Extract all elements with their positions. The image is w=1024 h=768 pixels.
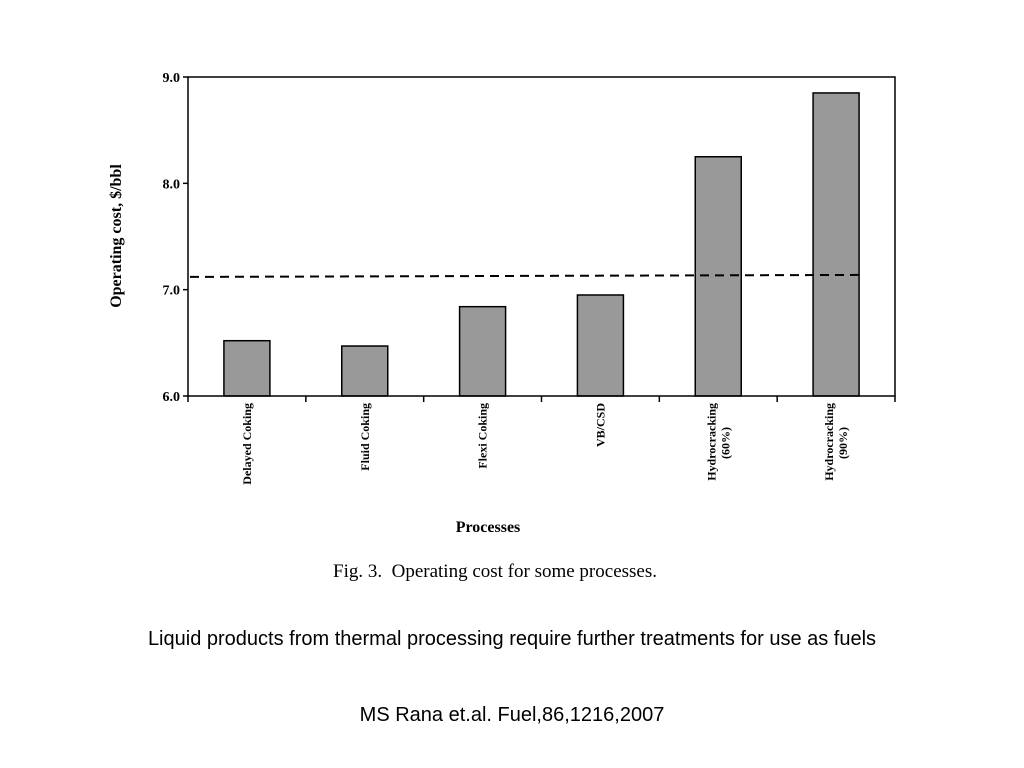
y-tick-label: 6.0	[163, 390, 181, 405]
category-label-2: Fluid Coking	[358, 403, 372, 471]
bar-3	[458, 305, 507, 397]
category-label-3: Flexi Coking	[476, 403, 490, 469]
plot-frame	[187, 76, 896, 397]
slide-subtitle: Liquid products from thermal processing …	[147, 628, 877, 650]
bar-6	[812, 92, 860, 397]
bar-chart: 6.0 7.0 8.0 9.0 Delayed Coking Fluid Coking F…	[108, 71, 896, 582]
category-label-6: Hydrocracking(90%)	[822, 403, 850, 481]
bar-2	[341, 345, 389, 397]
reference-line	[189, 273, 863, 278]
y-tick-label: 7.0	[163, 284, 181, 299]
bar-4	[576, 294, 625, 397]
figure-caption: Fig. 3. Operating cost for some processe…	[333, 561, 657, 582]
category-label-4: VB/CSD	[593, 403, 607, 447]
category-labels: Delayed Coking Fluid Coking Flexi Coking VB…	[240, 403, 850, 485]
bars-group	[223, 92, 860, 397]
category-label-1: Delayed Coking	[240, 403, 254, 485]
y-tick-label: 9.0	[163, 71, 181, 86]
y-tick-label: 8.0	[163, 177, 181, 192]
x-axis-ticks	[187, 396, 896, 402]
slide-citation: MS Rana et.al. Fuel,86,1216,2007	[359, 704, 665, 726]
category-label-5: Hydrocracking(60%)	[704, 403, 732, 481]
x-axis-label: Processes	[456, 519, 521, 536]
y-axis-label: Operating cost, $/bbl	[108, 164, 125, 308]
y-axis-ticks: 6.0 7.0 8.0 9.0	[163, 71, 188, 405]
bar-1	[223, 339, 271, 397]
